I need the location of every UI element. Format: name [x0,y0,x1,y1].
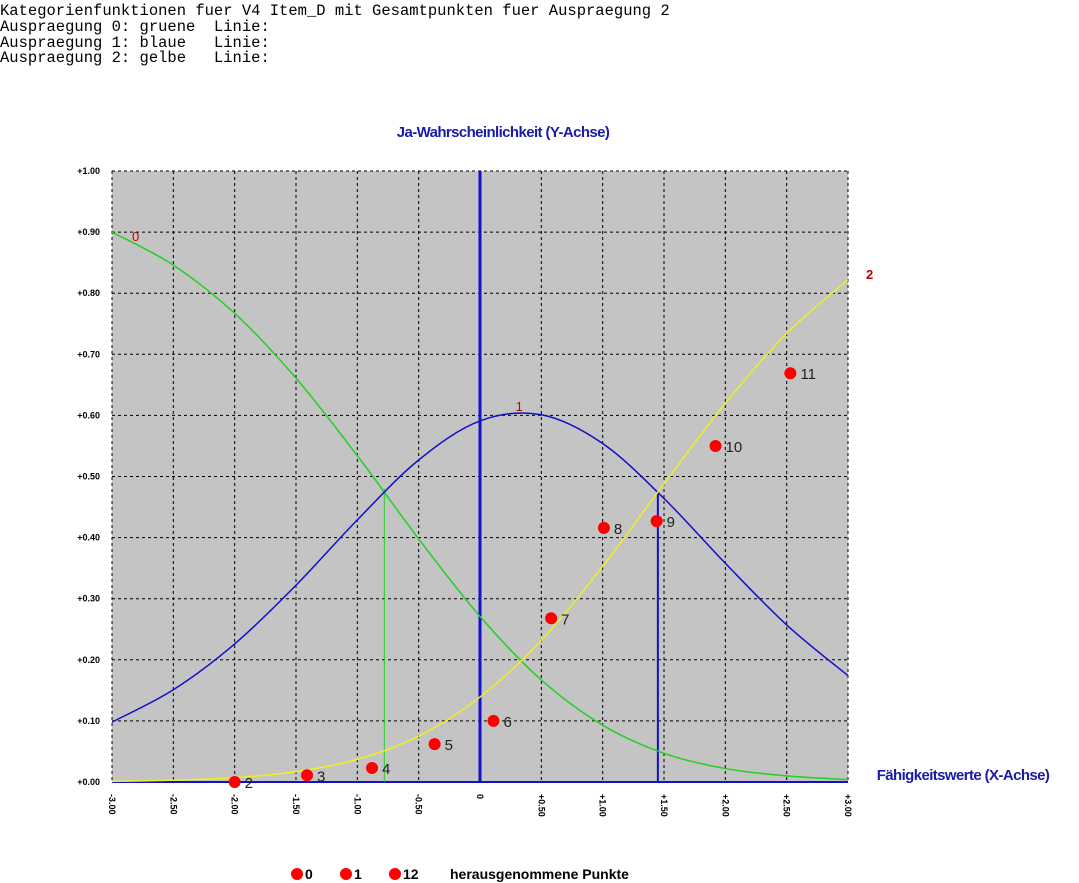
y-tick-label: +0.30 [77,594,100,604]
x-axis-title: Fähigkeitswerte (X-Achse) [877,767,1050,784]
curve-label: 0 [132,229,139,244]
point-label: 5 [445,737,453,754]
point [301,769,314,782]
legend-marker [389,868,401,880]
y-tick-label: +0.10 [77,716,100,726]
x-tick-label: +2.50 [782,794,792,817]
curve [111,412,849,723]
point-label: 11 [800,366,816,383]
x-tick-label: +0.50 [536,794,546,817]
y-tick-label: +0.40 [77,533,100,543]
curve [111,231,849,781]
x-tick-label: -0.50 [414,794,424,815]
x-tick-label: -2.50 [168,794,178,815]
header-line: Auspraegung 2: gelbe Linie: [0,49,270,67]
y-tick-label: +0.20 [77,655,100,665]
legend-label: 1 [354,866,362,882]
point-label: 8 [614,521,622,538]
x-tick-label: +3.00 [843,794,853,817]
legend-label: 0 [305,866,313,882]
legend-marker [340,868,352,880]
header-line: Auspraegung 0: gruene Linie: [0,18,270,36]
point [597,521,610,534]
point [487,714,500,727]
point [709,439,722,452]
point [228,776,241,788]
point-label: 3 [317,768,325,785]
legend-marker [291,868,303,880]
y-tick-label: +0.90 [77,227,100,237]
x-tick-label: -2.00 [230,794,240,815]
x-tick-label: +1.00 [598,794,608,817]
point-label: 4 [382,761,390,778]
point [366,761,379,774]
header-line: Auspraegung 1: blaue Linie: [0,34,270,52]
y-tick-label: +0.80 [77,288,100,298]
legend-label: 12 [403,866,419,882]
y-tick-label: +0.50 [77,472,100,482]
y-tick-label: +0.70 [77,349,100,359]
x-tick-label: 0 [475,794,485,799]
point-label: 7 [561,611,569,628]
point [650,515,663,528]
x-tick-label: +2.00 [720,794,730,817]
curve [111,279,849,783]
curve-label: 1 [516,399,523,414]
point-label: 9 [667,514,675,531]
y-axis-title: Ja-Wahrscheinlichkeit (Y-Achse) [397,124,610,141]
header-line: Kategorienfunktionen fuer V4 Item_D mit … [0,2,670,20]
x-tick-label: -3.00 [107,794,117,815]
x-tick-label: +1.50 [659,794,669,817]
curve-label: 2 [866,267,873,282]
y-tick-label: +1.00 [77,166,100,176]
legend-text: herausgenommene Punkte [450,866,629,882]
point-label: 6 [503,714,511,731]
x-tick-label: -1.00 [352,794,362,815]
y-tick-label: +0.00 [77,777,100,787]
x-tick-label: -1.50 [291,794,301,815]
y-tick-label: +0.60 [77,410,100,420]
point-label: 10 [726,439,743,456]
point [428,738,441,751]
point [545,612,558,625]
point [784,367,797,380]
point-label: 2 [245,775,253,792]
